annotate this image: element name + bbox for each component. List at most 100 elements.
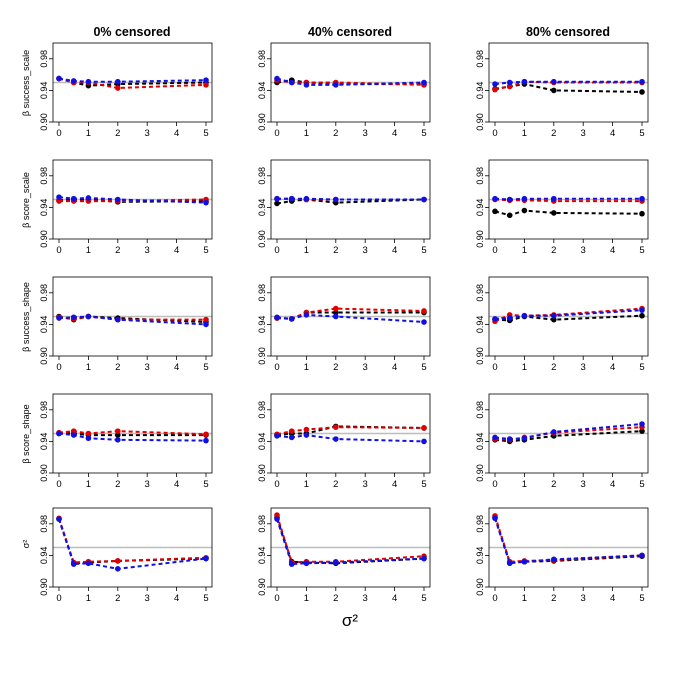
point-black [551,316,557,323]
y-tick-label: 0.94 [475,82,485,100]
panel-r4-c2: 0 1 2 3 4 5 0.90 0.94 0.98 [475,507,649,604]
y-tick-label: 0.90 [475,230,485,248]
x-tick-label: 1 [522,128,527,139]
x-tick-label: 1 [304,128,309,139]
point-black [551,87,557,94]
series-blue [56,516,209,572]
y-tick-label: 0.98 [39,401,49,419]
x-tick-label: 1 [522,479,527,490]
y-tick-label: 0.94 [39,433,49,451]
point-red [115,85,121,91]
x-tick-label: 0 [56,245,61,256]
x-tick-label: 2 [115,245,120,256]
point-blue [551,195,557,202]
x-tick-label: 2 [333,128,338,139]
x-axis: 0 1 2 3 4 5 [492,356,645,373]
x-tick-label: 2 [551,593,556,604]
x-tick-label: 2 [333,479,338,490]
point-black [506,212,513,219]
series-blue [56,313,209,328]
point-blue [506,560,513,567]
x-tick-label: 5 [203,593,208,604]
x-tick-label: 1 [522,245,527,256]
x-tick-label: 0 [492,362,497,373]
panel-frame [270,393,431,474]
point-blue [421,438,427,445]
point-blue [303,195,310,202]
y-axis: 0.90 0.94 0.98 [475,515,489,596]
row-label-4: σ² [21,540,31,549]
series-line-blue [58,315,207,326]
y-tick-label: 0.90 [257,347,267,365]
panel-frame [52,42,213,123]
y-tick-label: 0.90 [39,464,49,482]
series-line-red [494,515,643,563]
series-line-black [58,518,207,565]
point-blue [303,560,310,567]
point-blue [639,421,645,427]
point-blue [639,552,645,559]
point-black [521,207,528,214]
y-tick-label: 0.90 [39,578,49,596]
x-tick-label: 3 [581,128,586,139]
x-tick-label: 1 [304,479,309,490]
point-red [56,198,62,204]
x-axis: 0 1 2 3 4 5 [56,356,209,373]
x-tick-label: 3 [581,479,586,490]
x-tick-label: 3 [145,362,150,373]
x-axis: 0 1 2 3 4 5 [274,473,427,490]
x-tick-label: 1 [86,245,91,256]
panel-r1-c0: 0 1 2 3 4 5 0.90 0.94 0.98 [39,159,213,256]
column-title-0: 0% censored [93,25,170,39]
x-tick-label: 3 [363,593,368,604]
point-blue [333,313,339,320]
x-tick-label: 3 [581,245,586,256]
x-tick-label: 0 [274,362,279,373]
point-blue [639,307,645,313]
point-blue [333,559,339,566]
series-red [492,513,645,565]
y-tick-label: 0.94 [257,316,267,334]
series-red [56,515,209,566]
panel-r4-c1: 0 1 2 3 4 5 0.90 0.94 0.98 [257,507,431,604]
point-blue [70,432,77,438]
series-black [274,423,427,438]
point-blue [115,78,121,85]
point-blue [203,555,209,562]
x-axis: 0 1 2 3 4 5 [274,356,427,373]
point-red [506,83,513,90]
point-blue [421,319,427,325]
point-blue [506,79,513,86]
x-tick-label: 3 [363,362,368,373]
series-line-blue [58,518,207,570]
x-tick-label: 1 [86,128,91,139]
panel-frame [270,507,431,588]
point-blue [115,437,121,443]
panel-frame [488,276,649,357]
x-tick-label: 0 [56,362,61,373]
x-tick-label: 3 [581,593,586,604]
point-red [274,512,280,518]
y-axis: 0.90 0.94 0.98 [257,167,271,248]
point-black [639,312,645,319]
x-axis: 0 1 2 3 4 5 [56,122,209,139]
point-blue [115,196,121,203]
y-axis: 0.90 0.94 0.98 [39,515,53,596]
x-tick-label: 0 [56,128,61,139]
y-axis: 0.90 0.94 0.98 [475,167,489,248]
point-blue [639,195,645,202]
point-red [288,428,295,434]
series-black [56,516,209,567]
point-blue [56,430,62,437]
series-blue [492,515,645,567]
y-tick-label: 0.98 [257,515,267,533]
x-tick-label: 5 [421,479,426,490]
x-tick-label: 5 [639,128,644,139]
row-labels: β success_scale β score_scale β success_… [21,50,31,548]
series-blue [492,195,645,203]
x-tick-label: 2 [115,479,120,490]
panel-r0-c0: 0 1 2 3 4 5 0.90 0.94 0.98 [39,42,213,139]
y-axis: 0.90 0.94 0.98 [39,401,53,482]
y-tick-label: 0.94 [257,547,267,565]
